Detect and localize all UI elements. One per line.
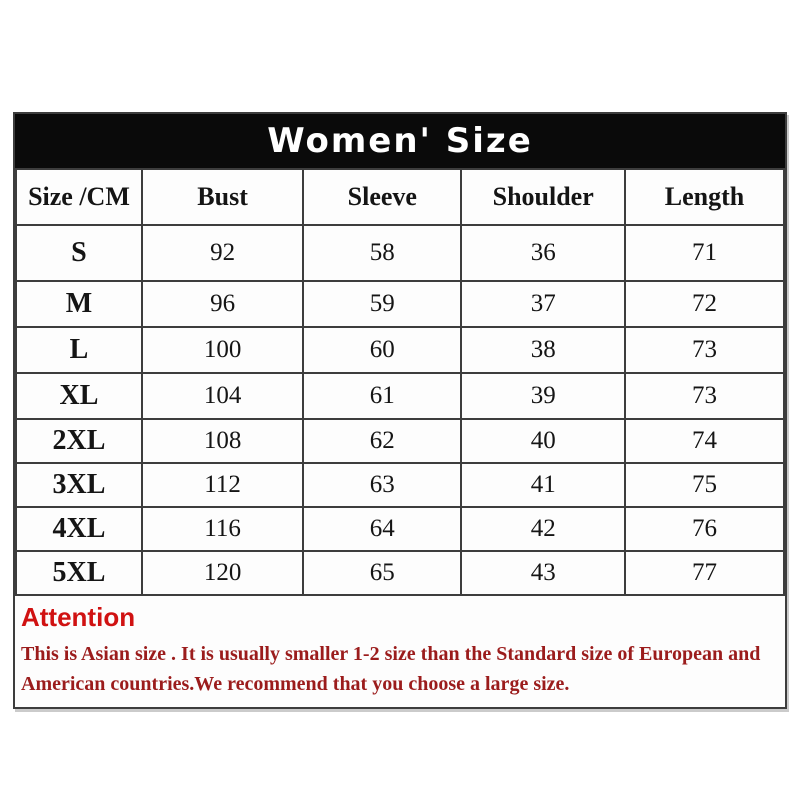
- bust-value: 100: [140, 326, 305, 374]
- shoulder-value: 42: [460, 506, 626, 552]
- column-header-sleeve: Sleeve: [302, 168, 463, 226]
- table-row: 3XL 112 63 41 75: [15, 462, 786, 508]
- sleeve-value: 65: [302, 550, 463, 596]
- table-row: 4XL 116 64 42 76: [15, 506, 786, 552]
- length-value: 74: [623, 418, 786, 464]
- shoulder-value: 40: [460, 418, 626, 464]
- shoulder-value: 43: [460, 550, 626, 596]
- column-header-shoulder: Shoulder: [460, 168, 626, 226]
- sleeve-value: 60: [302, 326, 463, 374]
- attention-heading: Attention: [21, 602, 136, 632]
- sleeve-value: 58: [302, 224, 463, 282]
- table-row: M 96 59 37 72: [15, 280, 786, 328]
- bust-value: 108: [140, 418, 305, 464]
- sleeve-value: 64: [302, 506, 463, 552]
- size-label: L: [15, 326, 143, 374]
- shoulder-value: 39: [460, 372, 626, 420]
- chart-title: Women' Size: [267, 121, 533, 161]
- attention-section: Attention This is Asian size . It is usu…: [15, 596, 785, 707]
- size-table: Size /CM Bust Sleeve Shoulder Length S 9…: [15, 168, 786, 596]
- shoulder-value: 41: [460, 462, 626, 508]
- table-row: L 100 60 38 73: [15, 326, 786, 374]
- bust-value: 96: [140, 280, 305, 328]
- size-label: M: [15, 280, 143, 328]
- table-row: XL 104 61 39 73: [15, 372, 786, 420]
- length-value: 76: [623, 506, 786, 552]
- column-header-size: Size /CM: [15, 168, 143, 226]
- shoulder-value: 36: [460, 224, 626, 282]
- header-row: Size /CM Bust Sleeve Shoulder Length: [15, 168, 786, 226]
- sleeve-value: 59: [302, 280, 463, 328]
- length-value: 73: [623, 372, 786, 420]
- chart-title-bar: Women' Size: [15, 114, 785, 168]
- length-value: 73: [623, 326, 786, 374]
- bust-value: 120: [140, 550, 305, 596]
- size-label: 4XL: [15, 506, 143, 552]
- table-row: S 92 58 36 71: [15, 224, 786, 282]
- size-label: 3XL: [15, 462, 143, 508]
- size-label: 5XL: [15, 550, 143, 596]
- column-header-length: Length: [623, 168, 786, 226]
- size-label: XL: [15, 372, 143, 420]
- table-row: 2XL 108 62 40 74: [15, 418, 786, 464]
- sleeve-value: 61: [302, 372, 463, 420]
- bust-value: 104: [140, 372, 305, 420]
- bust-value: 112: [140, 462, 305, 508]
- length-value: 75: [623, 462, 786, 508]
- attention-text: This is Asian size . It is usually small…: [21, 643, 761, 695]
- length-value: 71: [623, 224, 786, 282]
- length-value: 77: [623, 550, 786, 596]
- table-row: 5XL 120 65 43 77: [15, 550, 786, 596]
- bust-value: 92: [140, 224, 305, 282]
- size-label: S: [15, 224, 143, 282]
- shoulder-value: 38: [460, 326, 626, 374]
- shoulder-value: 37: [460, 280, 626, 328]
- sleeve-value: 62: [302, 418, 463, 464]
- length-value: 72: [623, 280, 786, 328]
- size-chart-container: Women' Size Size /CM Bust Sleeve Shoulde…: [13, 112, 787, 709]
- column-header-bust: Bust: [140, 168, 305, 226]
- sleeve-value: 63: [302, 462, 463, 508]
- size-label: 2XL: [15, 418, 143, 464]
- bust-value: 116: [140, 506, 305, 552]
